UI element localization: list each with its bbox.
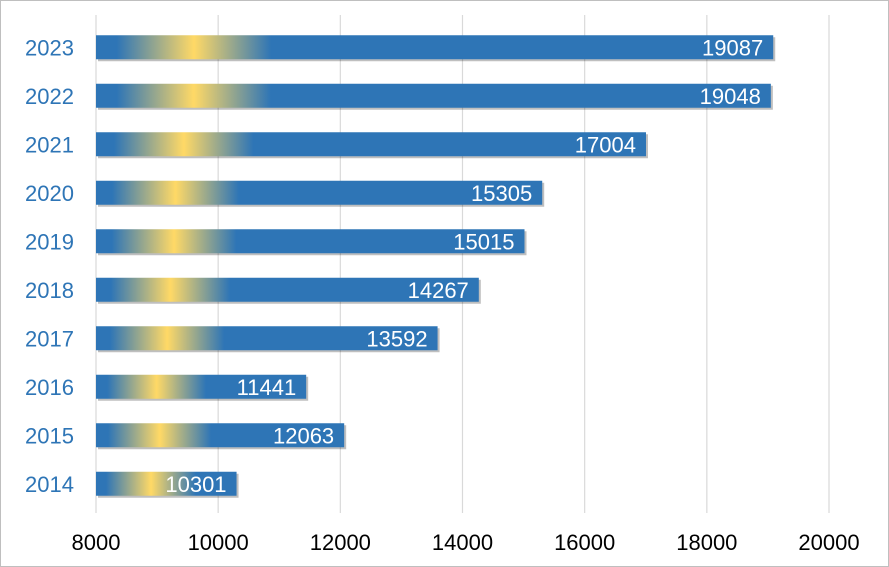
- bar-2023: [96, 35, 774, 60]
- bar-2017: [96, 326, 438, 351]
- x-tick-label: 14000: [432, 530, 493, 555]
- data-label: 19048: [700, 84, 761, 109]
- data-labels: 19087 19048 17004 15305 15015 14267 13592 11441…: [165, 35, 763, 497]
- data-label: 17004: [575, 132, 636, 157]
- bar-2014: [96, 471, 237, 496]
- category-label: 2014: [25, 472, 74, 497]
- bar-2020: [96, 180, 543, 205]
- category-label: 2016: [25, 375, 74, 400]
- x-tick-label: 10000: [188, 530, 249, 555]
- bars: [96, 35, 776, 498]
- x-tick-labels: 8000 10000 12000 14000 16000 18000 20000: [72, 530, 860, 555]
- category-label: 2022: [25, 84, 74, 109]
- data-label: 15015: [453, 229, 514, 254]
- data-label: 14267: [408, 278, 469, 303]
- data-label: 15305: [471, 181, 532, 206]
- bar-2015: [96, 423, 345, 448]
- data-label: 19087: [702, 35, 763, 60]
- x-tick-label: 16000: [554, 530, 615, 555]
- category-label: 2018: [25, 278, 74, 303]
- category-label: 2021: [25, 132, 74, 157]
- bar-2018: [96, 277, 479, 302]
- bar-2019: [96, 229, 525, 254]
- bar-2022: [96, 83, 771, 108]
- data-label: 12063: [273, 423, 334, 448]
- data-label: 11441: [237, 375, 297, 400]
- x-tick-label: 20000: [798, 530, 859, 555]
- data-label: 13592: [366, 326, 427, 351]
- category-label: 2017: [25, 326, 74, 351]
- x-tick-label: 18000: [676, 530, 737, 555]
- category-label: 2019: [25, 229, 74, 254]
- bar-2021: [96, 132, 646, 157]
- data-label: 10301: [165, 472, 226, 497]
- bar-2016: [96, 374, 307, 399]
- category-label: 2020: [25, 181, 74, 206]
- category-label: 2023: [25, 35, 74, 60]
- category-labels: 2023 2022 2021 2020 2019 2018 2017 2016 2015 2014: [25, 35, 74, 497]
- x-tick-label: 8000: [72, 530, 121, 555]
- x-tick-label: 12000: [310, 530, 371, 555]
- category-label: 2015: [25, 423, 74, 448]
